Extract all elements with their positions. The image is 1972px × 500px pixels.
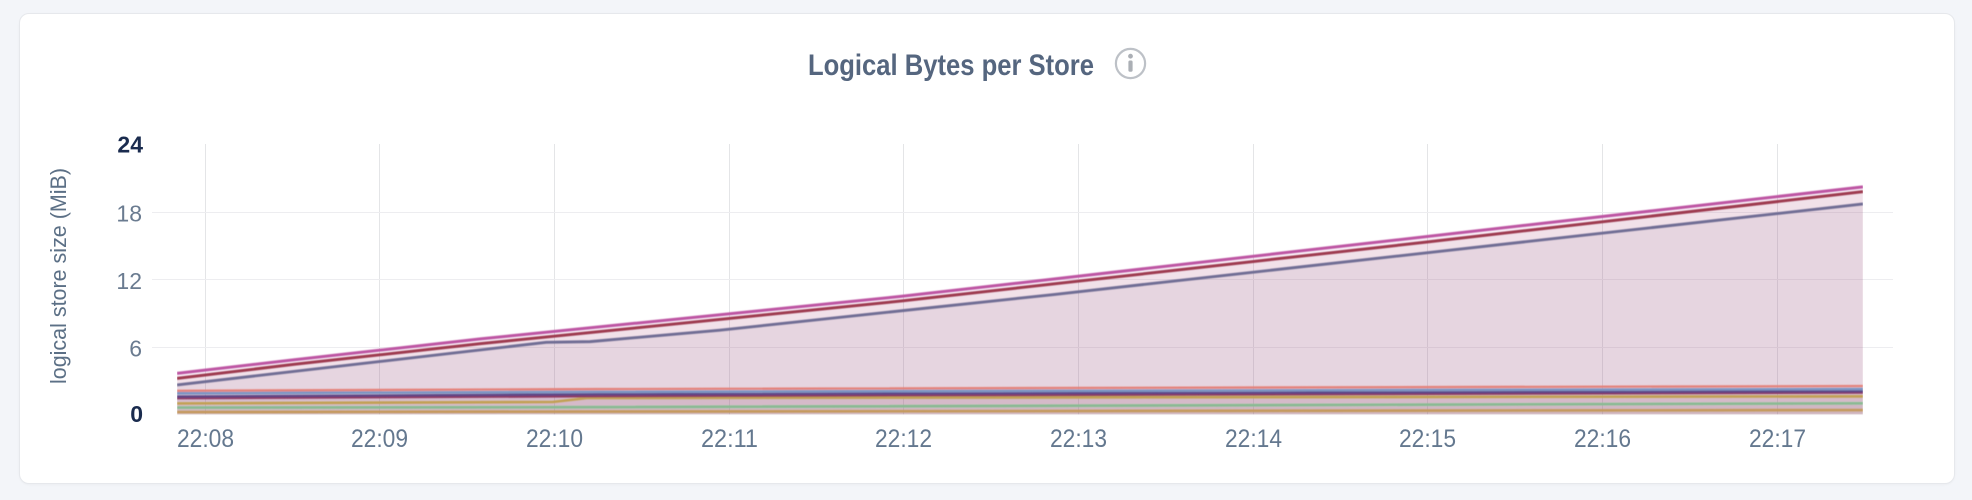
- svg-text:6: 6: [129, 336, 142, 362]
- svg-text:0: 0: [130, 401, 143, 427]
- svg-text:logical store size (MiB): logical store size (MiB): [46, 168, 71, 384]
- svg-text:22:17: 22:17: [1749, 425, 1806, 453]
- svg-text:22:11: 22:11: [701, 425, 758, 453]
- svg-text:22:13: 22:13: [1050, 425, 1107, 453]
- svg-text:22:16: 22:16: [1574, 425, 1631, 453]
- svg-text:22:14: 22:14: [1225, 425, 1282, 453]
- svg-text:Logical Bytes per Store: Logical Bytes per Store: [808, 49, 1094, 82]
- svg-text:12: 12: [116, 268, 142, 294]
- svg-text:22:10: 22:10: [526, 425, 583, 453]
- svg-text:24: 24: [117, 132, 143, 158]
- svg-text:22:09: 22:09: [351, 425, 408, 453]
- svg-text:22:15: 22:15: [1399, 425, 1456, 453]
- svg-text:18: 18: [116, 201, 142, 227]
- svg-text:22:08: 22:08: [177, 425, 234, 453]
- svg-text:22:12: 22:12: [875, 425, 932, 453]
